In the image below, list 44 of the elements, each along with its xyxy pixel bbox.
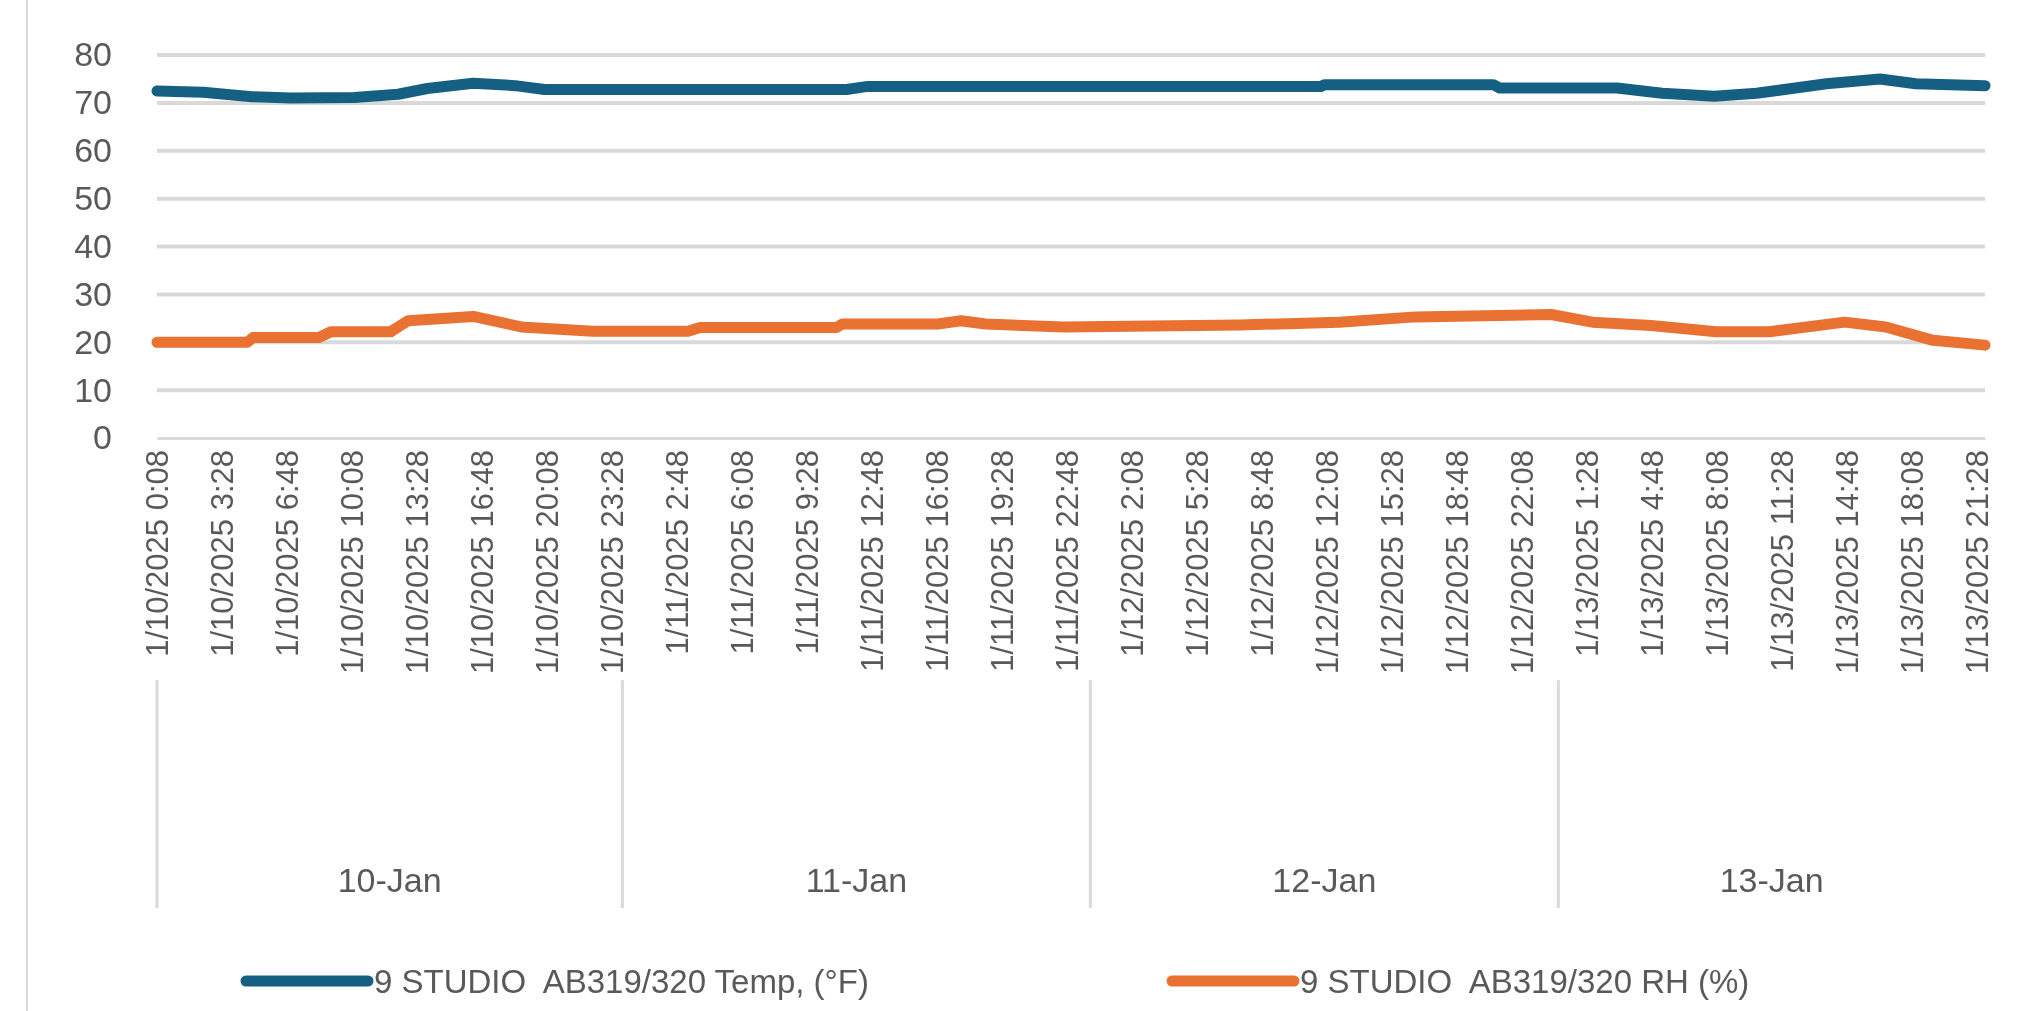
- x-tick-label: 1/12/2025 8:48: [1245, 450, 1281, 657]
- y-tick-label: 20: [74, 322, 112, 361]
- x-tick-label: 1/12/2025 12:08: [1310, 450, 1346, 675]
- x-tick-label: 1/11/2025 16:08: [920, 450, 956, 672]
- x-tick-label: 1/12/2025 22:08: [1505, 450, 1541, 675]
- x-tick-label: 1/10/2025 16:48: [465, 450, 501, 675]
- y-tick-label: 30: [74, 274, 112, 313]
- x-tick-label: 1/12/2025 15:28: [1375, 450, 1411, 675]
- x-tick-label: 1/11/2025 2:48: [660, 450, 696, 655]
- x-tick-label: 1/12/2025 5:28: [1180, 450, 1216, 657]
- x-tick-label: 1/13/2025 11:28: [1765, 450, 1801, 672]
- x-tick-label: 1/13/2025 8:08: [1700, 450, 1736, 657]
- x-tick-label: 1/11/2025 19:28: [985, 450, 1021, 672]
- text: 10-Jan: [337, 861, 442, 899]
- y-tick-label: 0: [93, 418, 112, 457]
- y-tick-label: 50: [74, 179, 112, 218]
- x-tick-label: 1/10/2025 13:28: [400, 450, 436, 675]
- x-tick-label: 1/13/2025 18:08: [1895, 450, 1931, 675]
- y-tick-label: 70: [74, 83, 112, 122]
- x-tick-label: 1/10/2025 20:08: [530, 450, 566, 675]
- x-tick-label: 1/11/2025 6:08: [725, 450, 761, 655]
- text: 11-Jan: [805, 861, 908, 899]
- x-tick-label: 1/10/2025 0:08: [140, 450, 176, 657]
- x-tick-label: 1/10/2025 23:28: [595, 450, 631, 675]
- x-tick-label: 1/13/2025 14:48: [1830, 450, 1866, 675]
- x-tick-label: 1/13/2025 4:48: [1635, 450, 1671, 657]
- y-tick-label: 60: [74, 131, 112, 170]
- text: 12-Jan: [1272, 861, 1377, 899]
- x-tick-label: 1/11/2025 22:48: [1050, 450, 1086, 672]
- x-tick-label: 1/10/2025 10:08: [335, 450, 371, 675]
- x-tick-label: 1/10/2025 6:48: [270, 450, 306, 657]
- y-tick-label: 10: [74, 370, 112, 409]
- x-tick-label: 1/13/2025 21:28: [1960, 450, 1996, 675]
- x-tick-label: 1/12/2025 2:08: [1115, 450, 1151, 657]
- x-tick-label: 1/11/2025 9:28: [790, 450, 826, 655]
- x-tick-label: 1/11/2025 12:48: [855, 450, 891, 672]
- text: 13-Jan: [1719, 861, 1824, 899]
- x-tick-label: 1/10/2025 3:28: [205, 450, 241, 657]
- x-tick-label: 1/12/2025 18:48: [1440, 450, 1476, 675]
- y-tick-label: 80: [74, 35, 112, 74]
- legend-label: 9 STUDIO AB319/320 Temp, (°F): [374, 962, 869, 1000]
- y-tick-label: 40: [74, 226, 112, 265]
- legend-label: 9 STUDIO AB319/320 RH (%): [1300, 962, 1750, 1000]
- x-tick-label: 1/13/2025 1:28: [1570, 450, 1606, 657]
